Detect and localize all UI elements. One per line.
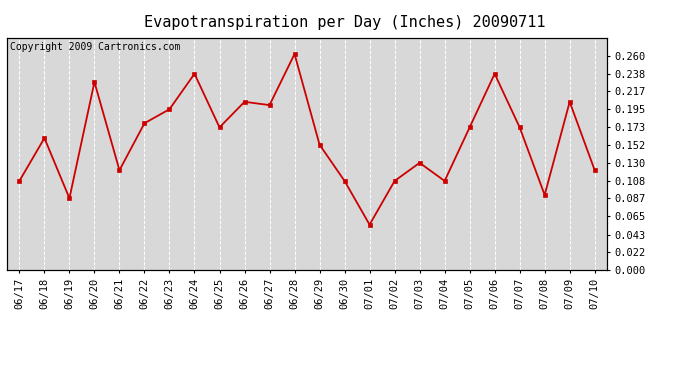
Text: Copyright 2009 Cartronics.com: Copyright 2009 Cartronics.com <box>10 42 180 52</box>
Text: Evapotranspiration per Day (Inches) 20090711: Evapotranspiration per Day (Inches) 2009… <box>144 15 546 30</box>
